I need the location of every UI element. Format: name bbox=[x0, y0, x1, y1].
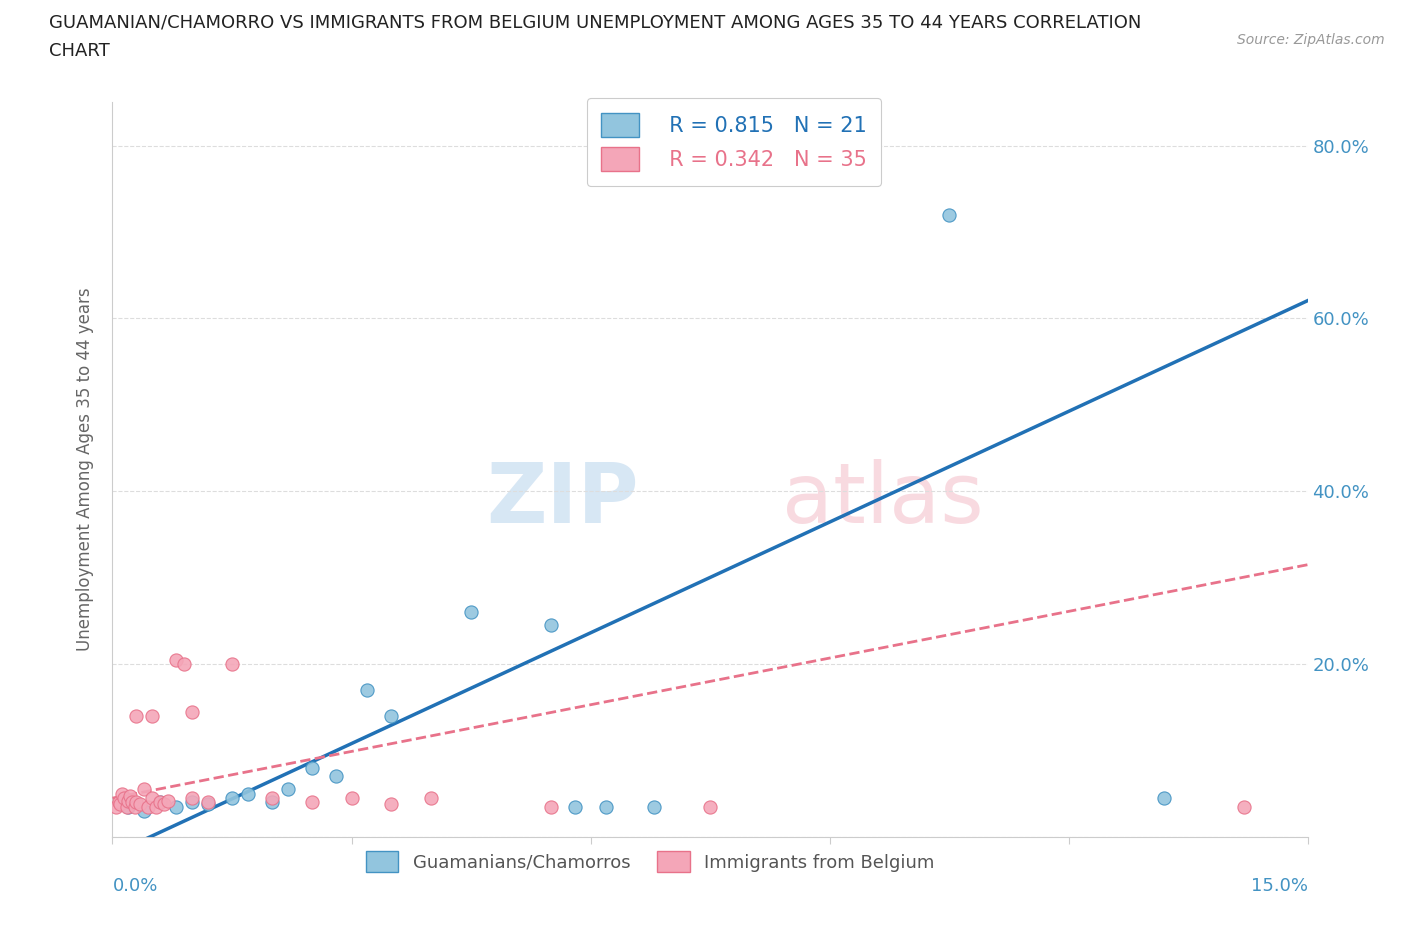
Point bbox=[134, 782, 156, 797]
Point bbox=[236, 787, 259, 802]
Text: 0.0%: 0.0% bbox=[112, 877, 157, 896]
Point bbox=[125, 709, 148, 724]
Point bbox=[564, 799, 586, 814]
Legend: Guamanians/Chamorros, Immigrants from Belgium: Guamanians/Chamorros, Immigrants from Be… bbox=[359, 844, 942, 880]
Point bbox=[157, 793, 180, 808]
Point bbox=[125, 795, 148, 810]
Point bbox=[420, 790, 443, 805]
Point bbox=[181, 790, 204, 805]
Point bbox=[340, 790, 363, 805]
Point bbox=[111, 787, 134, 802]
Point bbox=[138, 799, 160, 814]
Point bbox=[114, 790, 135, 805]
Point bbox=[260, 790, 283, 805]
Point bbox=[938, 207, 960, 222]
Text: ZIP: ZIP bbox=[486, 458, 638, 539]
Point bbox=[121, 795, 143, 810]
Point bbox=[301, 795, 323, 810]
Point bbox=[181, 704, 204, 719]
Text: atlas: atlas bbox=[782, 458, 983, 539]
Point bbox=[118, 788, 141, 803]
Point bbox=[325, 769, 347, 784]
Point bbox=[129, 797, 152, 812]
Point bbox=[277, 782, 299, 797]
Point bbox=[165, 652, 187, 667]
Point bbox=[165, 799, 187, 814]
Point bbox=[197, 795, 219, 810]
Point bbox=[149, 795, 172, 810]
Text: GUAMANIAN/CHAMORRO VS IMMIGRANTS FROM BELGIUM UNEMPLOYMENT AMONG AGES 35 TO 44 Y: GUAMANIAN/CHAMORRO VS IMMIGRANTS FROM BE… bbox=[49, 14, 1142, 32]
Point bbox=[260, 795, 283, 810]
Point bbox=[380, 709, 402, 724]
Point bbox=[1153, 790, 1175, 805]
Point bbox=[197, 797, 219, 812]
Point bbox=[221, 657, 243, 671]
Point bbox=[221, 790, 243, 805]
Text: 15.0%: 15.0% bbox=[1250, 877, 1308, 896]
Point bbox=[108, 795, 131, 810]
Point bbox=[105, 799, 128, 814]
Point bbox=[460, 604, 482, 619]
Point bbox=[356, 683, 378, 698]
Y-axis label: Unemployment Among Ages 35 to 44 years: Unemployment Among Ages 35 to 44 years bbox=[76, 288, 94, 651]
Point bbox=[124, 799, 146, 814]
Point bbox=[141, 790, 163, 805]
Point bbox=[540, 618, 562, 632]
Point bbox=[145, 799, 167, 814]
Point bbox=[117, 793, 139, 808]
Point bbox=[134, 804, 156, 818]
Text: Source: ZipAtlas.com: Source: ZipAtlas.com bbox=[1237, 33, 1385, 46]
Point bbox=[595, 799, 617, 814]
Point bbox=[1233, 799, 1256, 814]
Point bbox=[699, 799, 721, 814]
Point bbox=[540, 799, 562, 814]
Text: CHART: CHART bbox=[49, 42, 110, 60]
Point bbox=[153, 797, 176, 812]
Point bbox=[141, 709, 163, 724]
Point bbox=[110, 797, 132, 812]
Point bbox=[181, 795, 204, 810]
Point bbox=[117, 799, 139, 814]
Point bbox=[115, 799, 138, 814]
Point bbox=[149, 795, 172, 810]
Point bbox=[380, 797, 402, 812]
Point bbox=[301, 761, 323, 776]
Point bbox=[173, 657, 195, 671]
Point bbox=[643, 799, 665, 814]
